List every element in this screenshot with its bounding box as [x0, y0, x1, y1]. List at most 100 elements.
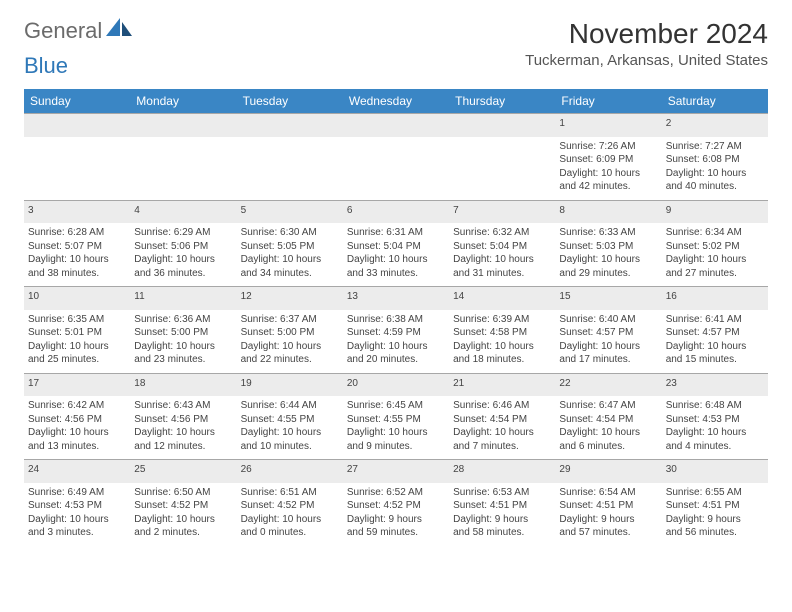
day-number-cell: 6 [343, 200, 449, 223]
day-number-cell: 25 [130, 460, 236, 483]
day-number-cell: 9 [662, 200, 768, 223]
day-cell: Sunrise: 6:30 AMSunset: 5:05 PMDaylight:… [237, 223, 343, 287]
sunrise-text: Sunrise: 6:51 AM [241, 486, 339, 500]
day-number-cell: 15 [555, 287, 661, 310]
sunrise-text: Sunrise: 6:29 AM [134, 226, 232, 240]
day-cell: Sunrise: 6:47 AMSunset: 4:54 PMDaylight:… [555, 396, 661, 460]
daylight-text: Daylight: 10 hours [28, 513, 126, 527]
daylight-text: and 57 minutes. [559, 526, 657, 540]
daylight-text: Daylight: 9 hours [453, 513, 551, 527]
daylight-text: Daylight: 10 hours [559, 340, 657, 354]
weekday-header-row: Sunday Monday Tuesday Wednesday Thursday… [24, 89, 768, 114]
daylight-text: Daylight: 10 hours [134, 513, 232, 527]
daylight-text: Daylight: 10 hours [453, 340, 551, 354]
weekday-header: Sunday [24, 89, 130, 114]
sunrise-text: Sunrise: 6:53 AM [453, 486, 551, 500]
weekday-header: Tuesday [237, 89, 343, 114]
day-cell: Sunrise: 6:32 AMSunset: 5:04 PMDaylight:… [449, 223, 555, 287]
sunrise-text: Sunrise: 6:50 AM [134, 486, 232, 500]
sunset-text: Sunset: 4:57 PM [666, 326, 764, 340]
sunrise-text: Sunrise: 6:33 AM [559, 226, 657, 240]
sunset-text: Sunset: 4:52 PM [134, 499, 232, 513]
daylight-text: Daylight: 10 hours [666, 253, 764, 267]
day-number-cell: 21 [449, 373, 555, 396]
day-number-cell: 20 [343, 373, 449, 396]
sunset-text: Sunset: 4:51 PM [559, 499, 657, 513]
day-number-cell [24, 114, 130, 137]
sunset-text: Sunset: 5:03 PM [559, 240, 657, 254]
daylight-text: and 15 minutes. [666, 353, 764, 367]
day-number-cell [449, 114, 555, 137]
sunset-text: Sunset: 4:56 PM [134, 413, 232, 427]
day-cell: Sunrise: 6:54 AMSunset: 4:51 PMDaylight:… [555, 483, 661, 546]
sunset-text: Sunset: 4:55 PM [241, 413, 339, 427]
day-cell: Sunrise: 6:31 AMSunset: 5:04 PMDaylight:… [343, 223, 449, 287]
daylight-text: Daylight: 10 hours [134, 426, 232, 440]
day-content-row: Sunrise: 6:42 AMSunset: 4:56 PMDaylight:… [24, 396, 768, 460]
day-number-row: 17181920212223 [24, 373, 768, 396]
day-cell: Sunrise: 6:39 AMSunset: 4:58 PMDaylight:… [449, 310, 555, 374]
day-number-row: 24252627282930 [24, 460, 768, 483]
day-cell: Sunrise: 6:43 AMSunset: 4:56 PMDaylight:… [130, 396, 236, 460]
day-number-cell: 14 [449, 287, 555, 310]
sunset-text: Sunset: 4:52 PM [347, 499, 445, 513]
daylight-text: and 59 minutes. [347, 526, 445, 540]
sunrise-text: Sunrise: 7:26 AM [559, 140, 657, 154]
logo-text-general: General [24, 18, 102, 44]
sunset-text: Sunset: 4:51 PM [666, 499, 764, 513]
day-number-cell: 10 [24, 287, 130, 310]
daylight-text: Daylight: 10 hours [28, 426, 126, 440]
daylight-text: Daylight: 10 hours [559, 253, 657, 267]
day-number-cell: 22 [555, 373, 661, 396]
daylight-text: Daylight: 10 hours [241, 340, 339, 354]
day-cell [343, 137, 449, 201]
day-number-cell: 18 [130, 373, 236, 396]
sunset-text: Sunset: 5:00 PM [134, 326, 232, 340]
sunrise-text: Sunrise: 6:43 AM [134, 399, 232, 413]
month-title: November 2024 [525, 18, 768, 50]
sunset-text: Sunset: 6:09 PM [559, 153, 657, 167]
title-block: November 2024 Tuckerman, Arkansas, Unite… [525, 18, 768, 69]
day-content-row: Sunrise: 6:49 AMSunset: 4:53 PMDaylight:… [24, 483, 768, 546]
day-cell: Sunrise: 6:35 AMSunset: 5:01 PMDaylight:… [24, 310, 130, 374]
sunrise-text: Sunrise: 6:47 AM [559, 399, 657, 413]
day-number-cell: 1 [555, 114, 661, 137]
day-cell: Sunrise: 7:26 AMSunset: 6:09 PMDaylight:… [555, 137, 661, 201]
sunrise-text: Sunrise: 6:38 AM [347, 313, 445, 327]
day-number-cell: 30 [662, 460, 768, 483]
day-number-cell: 2 [662, 114, 768, 137]
day-cell: Sunrise: 6:49 AMSunset: 4:53 PMDaylight:… [24, 483, 130, 546]
daylight-text: Daylight: 10 hours [666, 340, 764, 354]
daylight-text: Daylight: 10 hours [241, 426, 339, 440]
logo-text-blue: Blue [24, 53, 68, 78]
day-number-cell: 12 [237, 287, 343, 310]
day-number-cell: 19 [237, 373, 343, 396]
day-number-cell [130, 114, 236, 137]
day-number-cell: 27 [343, 460, 449, 483]
sunrise-text: Sunrise: 6:52 AM [347, 486, 445, 500]
daylight-text: Daylight: 10 hours [559, 426, 657, 440]
day-cell: Sunrise: 6:44 AMSunset: 4:55 PMDaylight:… [237, 396, 343, 460]
day-cell: Sunrise: 6:52 AMSunset: 4:52 PMDaylight:… [343, 483, 449, 546]
daylight-text: and 18 minutes. [453, 353, 551, 367]
day-cell: Sunrise: 6:40 AMSunset: 4:57 PMDaylight:… [555, 310, 661, 374]
sunrise-text: Sunrise: 6:42 AM [28, 399, 126, 413]
sunrise-text: Sunrise: 6:40 AM [559, 313, 657, 327]
sunrise-text: Sunrise: 6:36 AM [134, 313, 232, 327]
day-number-cell: 11 [130, 287, 236, 310]
sunset-text: Sunset: 4:56 PM [28, 413, 126, 427]
weekday-header: Saturday [662, 89, 768, 114]
daylight-text: and 13 minutes. [28, 440, 126, 454]
day-cell: Sunrise: 6:33 AMSunset: 5:03 PMDaylight:… [555, 223, 661, 287]
sunrise-text: Sunrise: 6:45 AM [347, 399, 445, 413]
day-content-row: Sunrise: 7:26 AMSunset: 6:09 PMDaylight:… [24, 137, 768, 201]
daylight-text: Daylight: 10 hours [28, 253, 126, 267]
daylight-text: and 33 minutes. [347, 267, 445, 281]
sunrise-text: Sunrise: 6:28 AM [28, 226, 126, 240]
daylight-text: Daylight: 10 hours [28, 340, 126, 354]
daylight-text: and 20 minutes. [347, 353, 445, 367]
day-cell: Sunrise: 6:38 AMSunset: 4:59 PMDaylight:… [343, 310, 449, 374]
daylight-text: Daylight: 9 hours [559, 513, 657, 527]
sunrise-text: Sunrise: 6:34 AM [666, 226, 764, 240]
daylight-text: Daylight: 10 hours [559, 167, 657, 181]
